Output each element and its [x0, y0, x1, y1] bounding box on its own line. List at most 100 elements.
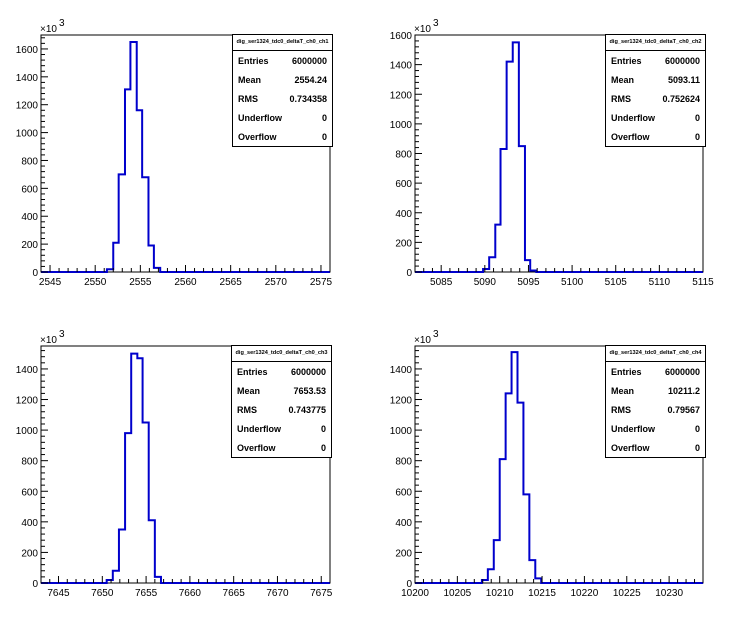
y-tick-label: 0: [32, 579, 38, 590]
x-tick-label: 7675: [310, 588, 333, 599]
stats-row: Underflow 0: [233, 108, 332, 127]
stats-label: Underflow: [237, 423, 281, 434]
x-tick-label: 2550: [84, 277, 107, 288]
stats-label: Entries: [237, 366, 268, 377]
y-scale-multiplier: ×10: [414, 335, 431, 346]
x-tick-label: 5085: [430, 277, 453, 288]
x-tick-label: 10230: [655, 588, 683, 599]
x-tick-label: 10210: [486, 588, 514, 599]
stats-row: RMS 0.743775: [232, 400, 331, 419]
stats-value: 0.79567: [667, 404, 700, 415]
histogram-series-line: [415, 41, 703, 273]
stats-row: Overflow 0: [606, 127, 705, 146]
stats-box-title: dig_ser1324_tdc0_deltaT_ch0_ch4: [606, 346, 705, 362]
stats-row: Mean 2554.24: [233, 70, 332, 89]
stats-box-title: dig_ser1324_tdc0_deltaT_ch0_ch2: [606, 35, 705, 51]
stats-value: 5093.11: [667, 74, 700, 85]
y-scale-multiplier: ×10: [414, 24, 431, 35]
y-tick-label: 1400: [16, 73, 39, 84]
y-tick-label: 600: [21, 487, 38, 498]
y-tick-label: 200: [395, 238, 412, 249]
stats-box: dig_ser1324_tdc0_deltaT_ch0_ch1 Entries 60…: [232, 34, 333, 147]
stats-box: dig_ser1324_tdc0_deltaT_ch0_ch3 Entries 60…: [231, 345, 332, 458]
stats-label: Overflow: [238, 131, 277, 142]
stats-box-title: dig_ser1324_tdc0_deltaT_ch0_ch3: [232, 346, 331, 362]
y-tick-label: 1200: [390, 396, 413, 407]
stats-row: RMS 0.734358: [233, 89, 332, 108]
stats-value: 6000000: [664, 366, 700, 377]
stats-value: 0: [320, 442, 326, 453]
x-tick-label: 7670: [266, 588, 289, 599]
y-tick-label: 400: [21, 518, 38, 529]
stats-value: 6000000: [664, 55, 700, 66]
y-tick-label: 1000: [390, 426, 413, 437]
stats-row: Overflow 0: [606, 438, 705, 457]
y-tick-label: 1200: [390, 90, 413, 101]
stats-value: 0: [321, 112, 327, 123]
x-tick-label: 5105: [605, 277, 628, 288]
stats-value: 6000000: [291, 55, 327, 66]
y-tick-label: 1000: [16, 426, 39, 437]
stats-label: Mean: [611, 74, 635, 85]
x-tick-label: 2555: [129, 277, 152, 288]
stats-label: Underflow: [611, 112, 655, 123]
y-scale-exponent: 3: [59, 329, 65, 340]
stats-row: RMS 0.79567: [606, 400, 705, 419]
stats-box-title: dig_ser1324_tdc0_deltaT_ch0_ch1: [233, 35, 332, 51]
x-tick-label: 5115: [692, 277, 714, 288]
y-tick-label: 800: [21, 457, 38, 468]
stats-value: 0: [694, 131, 700, 142]
x-tick-label: 10215: [528, 588, 556, 599]
stats-row: RMS 0.752624: [606, 89, 705, 108]
y-scale-exponent: 3: [433, 18, 439, 29]
x-tick-label: 7660: [179, 588, 202, 599]
stats-value: 0.752624: [662, 93, 700, 104]
stats-row: Mean 7653.53: [232, 381, 331, 400]
stats-label: Underflow: [238, 112, 282, 123]
x-tick-label: 7665: [223, 588, 246, 599]
x-tick-label: 7650: [91, 588, 114, 599]
y-tick-label: 400: [21, 212, 38, 223]
stats-value: 0: [320, 423, 326, 434]
stats-label: Overflow: [237, 442, 276, 453]
y-tick-label: 1400: [390, 61, 413, 72]
stats-row: Entries 6000000: [606, 51, 705, 70]
stats-label: Entries: [238, 55, 269, 66]
stats-value: 0: [694, 423, 700, 434]
stats-label: Mean: [611, 385, 635, 396]
stats-label: RMS: [611, 93, 631, 104]
x-tick-label: 10225: [613, 588, 641, 599]
stats-value: 0: [694, 442, 700, 453]
stats-label: Entries: [611, 366, 642, 377]
stats-label: RMS: [238, 93, 258, 104]
y-tick-label: 1400: [16, 365, 39, 376]
x-tick-label: 2545: [39, 277, 62, 288]
stats-row: Overflow 0: [232, 438, 331, 457]
y-tick-label: 800: [21, 156, 38, 167]
stats-value: 10211.2: [667, 385, 700, 396]
y-tick-label: 0: [32, 268, 38, 279]
y-tick-label: 0: [406, 268, 412, 279]
y-tick-label: 600: [395, 179, 412, 190]
stats-label: Overflow: [611, 442, 650, 453]
x-tick-label: 2560: [174, 277, 197, 288]
y-tick-label: 1000: [390, 120, 413, 131]
stats-row: Mean 10211.2: [606, 381, 705, 400]
stats-value: 7653.53: [293, 385, 326, 396]
stats-row: Entries 6000000: [606, 362, 705, 381]
y-tick-label: 400: [395, 518, 412, 529]
stats-label: Mean: [238, 74, 262, 85]
y-tick-label: 200: [21, 548, 38, 559]
histogram-series-line: [415, 351, 703, 584]
histogram-series-line: [41, 40, 330, 273]
y-tick-label: 800: [395, 457, 412, 468]
x-tick-label: 5095: [517, 277, 540, 288]
y-scale-multiplier: ×10: [40, 24, 57, 35]
stats-row: Mean 5093.11: [606, 70, 705, 89]
y-tick-label: 800: [395, 150, 412, 161]
x-tick-label: 2575: [310, 277, 333, 288]
stats-value: 2554.24: [294, 74, 327, 85]
